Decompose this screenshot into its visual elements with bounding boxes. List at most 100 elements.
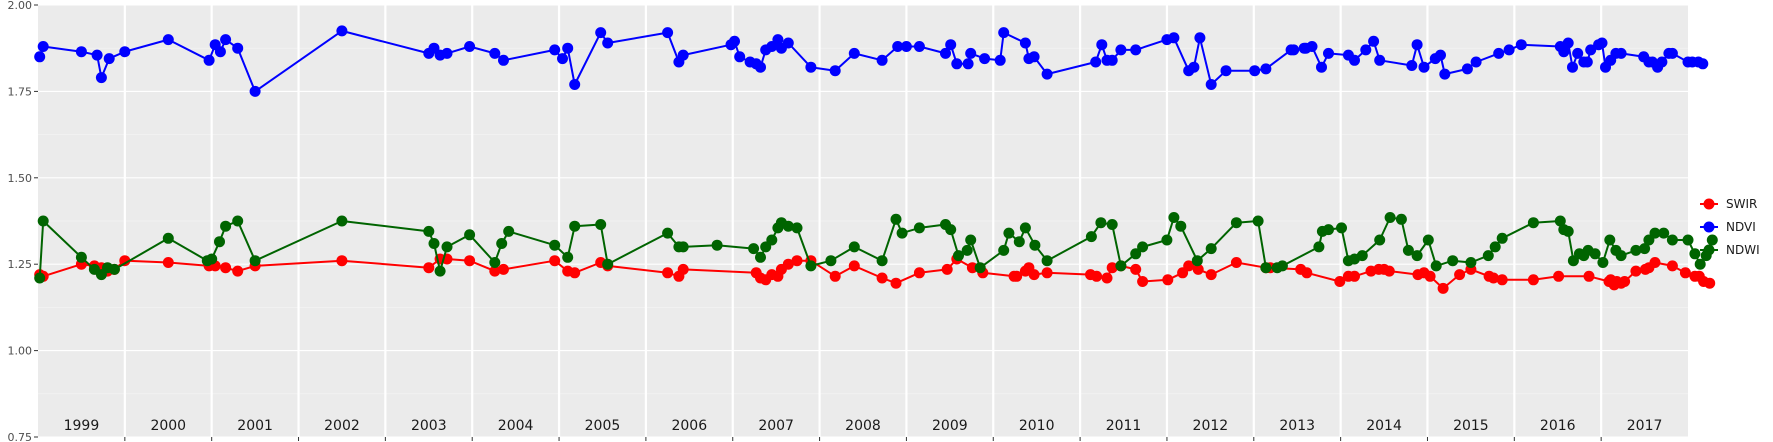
x-axis: 1999 2000 2001 2002 2003 2004 2005 2006 2007 2008… bbox=[64, 418, 1662, 441]
data-point-ndvi bbox=[1439, 68, 1451, 80]
data-point-swir bbox=[1183, 260, 1195, 272]
data-point-ndwi bbox=[1489, 241, 1501, 253]
legend-item-ndwi: NDWI bbox=[1700, 243, 1760, 257]
year-label: 2013 bbox=[1279, 418, 1315, 434]
data-point-ndvi bbox=[1260, 63, 1272, 75]
data-point-ndvi bbox=[940, 47, 951, 59]
data-point-ndvi bbox=[1249, 65, 1261, 77]
legend-item-swir: SWIR bbox=[1700, 197, 1757, 211]
year-label: 2000 bbox=[150, 418, 186, 434]
data-point-swir bbox=[1301, 267, 1313, 279]
data-point-ndvi bbox=[1558, 46, 1570, 58]
legend-label-swir: SWIR bbox=[1726, 197, 1757, 211]
data-point-ndvi bbox=[336, 25, 348, 37]
data-point-ndwi bbox=[1706, 234, 1718, 246]
data-point-ndwi bbox=[1313, 241, 1325, 253]
data-point-swir bbox=[966, 262, 978, 274]
legend-ndwi-dot bbox=[1703, 244, 1715, 256]
data-point-ndwi bbox=[1336, 222, 1347, 234]
data-point-ndwi bbox=[1639, 243, 1651, 255]
legend-swir-dot bbox=[1703, 198, 1715, 210]
data-point-ndwi bbox=[1402, 244, 1414, 256]
data-point-ndwi bbox=[1003, 227, 1015, 239]
year-label: 2001 bbox=[237, 418, 273, 434]
data-point-ndvi bbox=[1585, 44, 1597, 56]
data-point-ndvi bbox=[1656, 56, 1668, 68]
data-point-ndwi bbox=[1230, 217, 1242, 229]
data-point-ndvi bbox=[755, 61, 766, 73]
data-point-ndwi bbox=[825, 255, 837, 267]
data-point-ndwi bbox=[1085, 231, 1097, 243]
data-point-ndwi bbox=[1276, 260, 1288, 272]
data-point-ndwi bbox=[428, 238, 440, 249]
data-point-ndvi bbox=[249, 85, 261, 97]
data-point-ndvi bbox=[965, 47, 977, 59]
y-tick-label: 1.25 bbox=[8, 258, 33, 271]
data-point-ndvi bbox=[1411, 39, 1423, 51]
data-point-swir bbox=[1679, 267, 1691, 279]
data-point-ndvi bbox=[602, 37, 614, 49]
data-point-ndwi bbox=[965, 234, 977, 246]
data-point-ndwi bbox=[848, 241, 860, 253]
data-point-swir bbox=[1192, 263, 1204, 275]
data-point-ndwi bbox=[876, 255, 888, 267]
data-point-swir bbox=[119, 255, 131, 267]
data-point-ndwi bbox=[1168, 212, 1180, 223]
y-tick-label: 1.00 bbox=[8, 345, 33, 358]
y-tick-label: 2.00 bbox=[8, 0, 33, 12]
data-point-swir bbox=[423, 262, 435, 274]
data-point-ndwi bbox=[569, 220, 581, 232]
data-point-ndvi bbox=[1615, 47, 1627, 59]
data-point-swir bbox=[1028, 269, 1040, 281]
series-line-ndvi bbox=[38, 29, 1704, 93]
data-point-ndwi bbox=[1649, 227, 1661, 239]
data-point-swir bbox=[791, 255, 803, 267]
data-point-ndwi bbox=[1597, 257, 1609, 268]
data-point-ndwi bbox=[896, 227, 908, 239]
data-point-ndwi bbox=[464, 229, 476, 241]
data-point-ndwi bbox=[1589, 248, 1601, 260]
data-point-ndvi bbox=[1374, 54, 1386, 66]
data-point-ndvi bbox=[951, 58, 963, 70]
data-point-ndvi bbox=[1567, 61, 1578, 73]
data-point-ndvi bbox=[1130, 44, 1142, 56]
year-label: 2005 bbox=[585, 418, 621, 434]
data-point-ndvi bbox=[1168, 32, 1180, 44]
data-point-ndwi bbox=[782, 220, 794, 232]
data-point-ndwi bbox=[1527, 217, 1539, 229]
data-point-ndwi bbox=[1465, 257, 1477, 268]
data-point-ndwi bbox=[249, 255, 261, 267]
legend-item-ndvi: NDVI bbox=[1700, 220, 1756, 234]
data-point-ndvi bbox=[677, 49, 689, 61]
year-label: 2007 bbox=[758, 418, 794, 434]
data-point-ndvi bbox=[34, 51, 46, 63]
series-line-ndwi bbox=[38, 216, 1714, 279]
data-point-swir bbox=[232, 265, 244, 277]
data-point-swir bbox=[1630, 265, 1642, 277]
data-point-ndwi bbox=[1630, 244, 1642, 256]
data-point-swir bbox=[1583, 270, 1595, 282]
data-point-ndvi bbox=[900, 41, 912, 52]
data-point-ndwi bbox=[805, 260, 817, 272]
data-point-ndvi bbox=[441, 47, 453, 59]
data-point-ndvi bbox=[734, 51, 746, 63]
data-point-ndwi bbox=[662, 227, 674, 239]
data-point-ndwi bbox=[1115, 260, 1127, 272]
series-layer bbox=[34, 25, 1718, 294]
data-point-ndvi bbox=[805, 61, 817, 73]
data-point-ndwi bbox=[1554, 215, 1566, 227]
data-point-ndvi bbox=[782, 37, 794, 49]
data-point-ndvi bbox=[1349, 54, 1360, 66]
data-point-ndvi bbox=[876, 54, 888, 66]
data-point-ndwi bbox=[1161, 234, 1173, 246]
series-ndwi bbox=[34, 212, 1718, 284]
data-point-ndwi bbox=[1430, 260, 1442, 272]
data-point-ndvi bbox=[962, 58, 974, 70]
y-tick-label: 1.75 bbox=[8, 85, 33, 98]
data-point-ndvi bbox=[848, 47, 860, 59]
data-point-ndwi bbox=[1496, 232, 1508, 244]
data-point-swir bbox=[1424, 270, 1436, 282]
data-point-ndwi bbox=[766, 234, 778, 246]
data-point-ndvi bbox=[498, 54, 509, 66]
data-point-swir bbox=[1649, 257, 1661, 268]
